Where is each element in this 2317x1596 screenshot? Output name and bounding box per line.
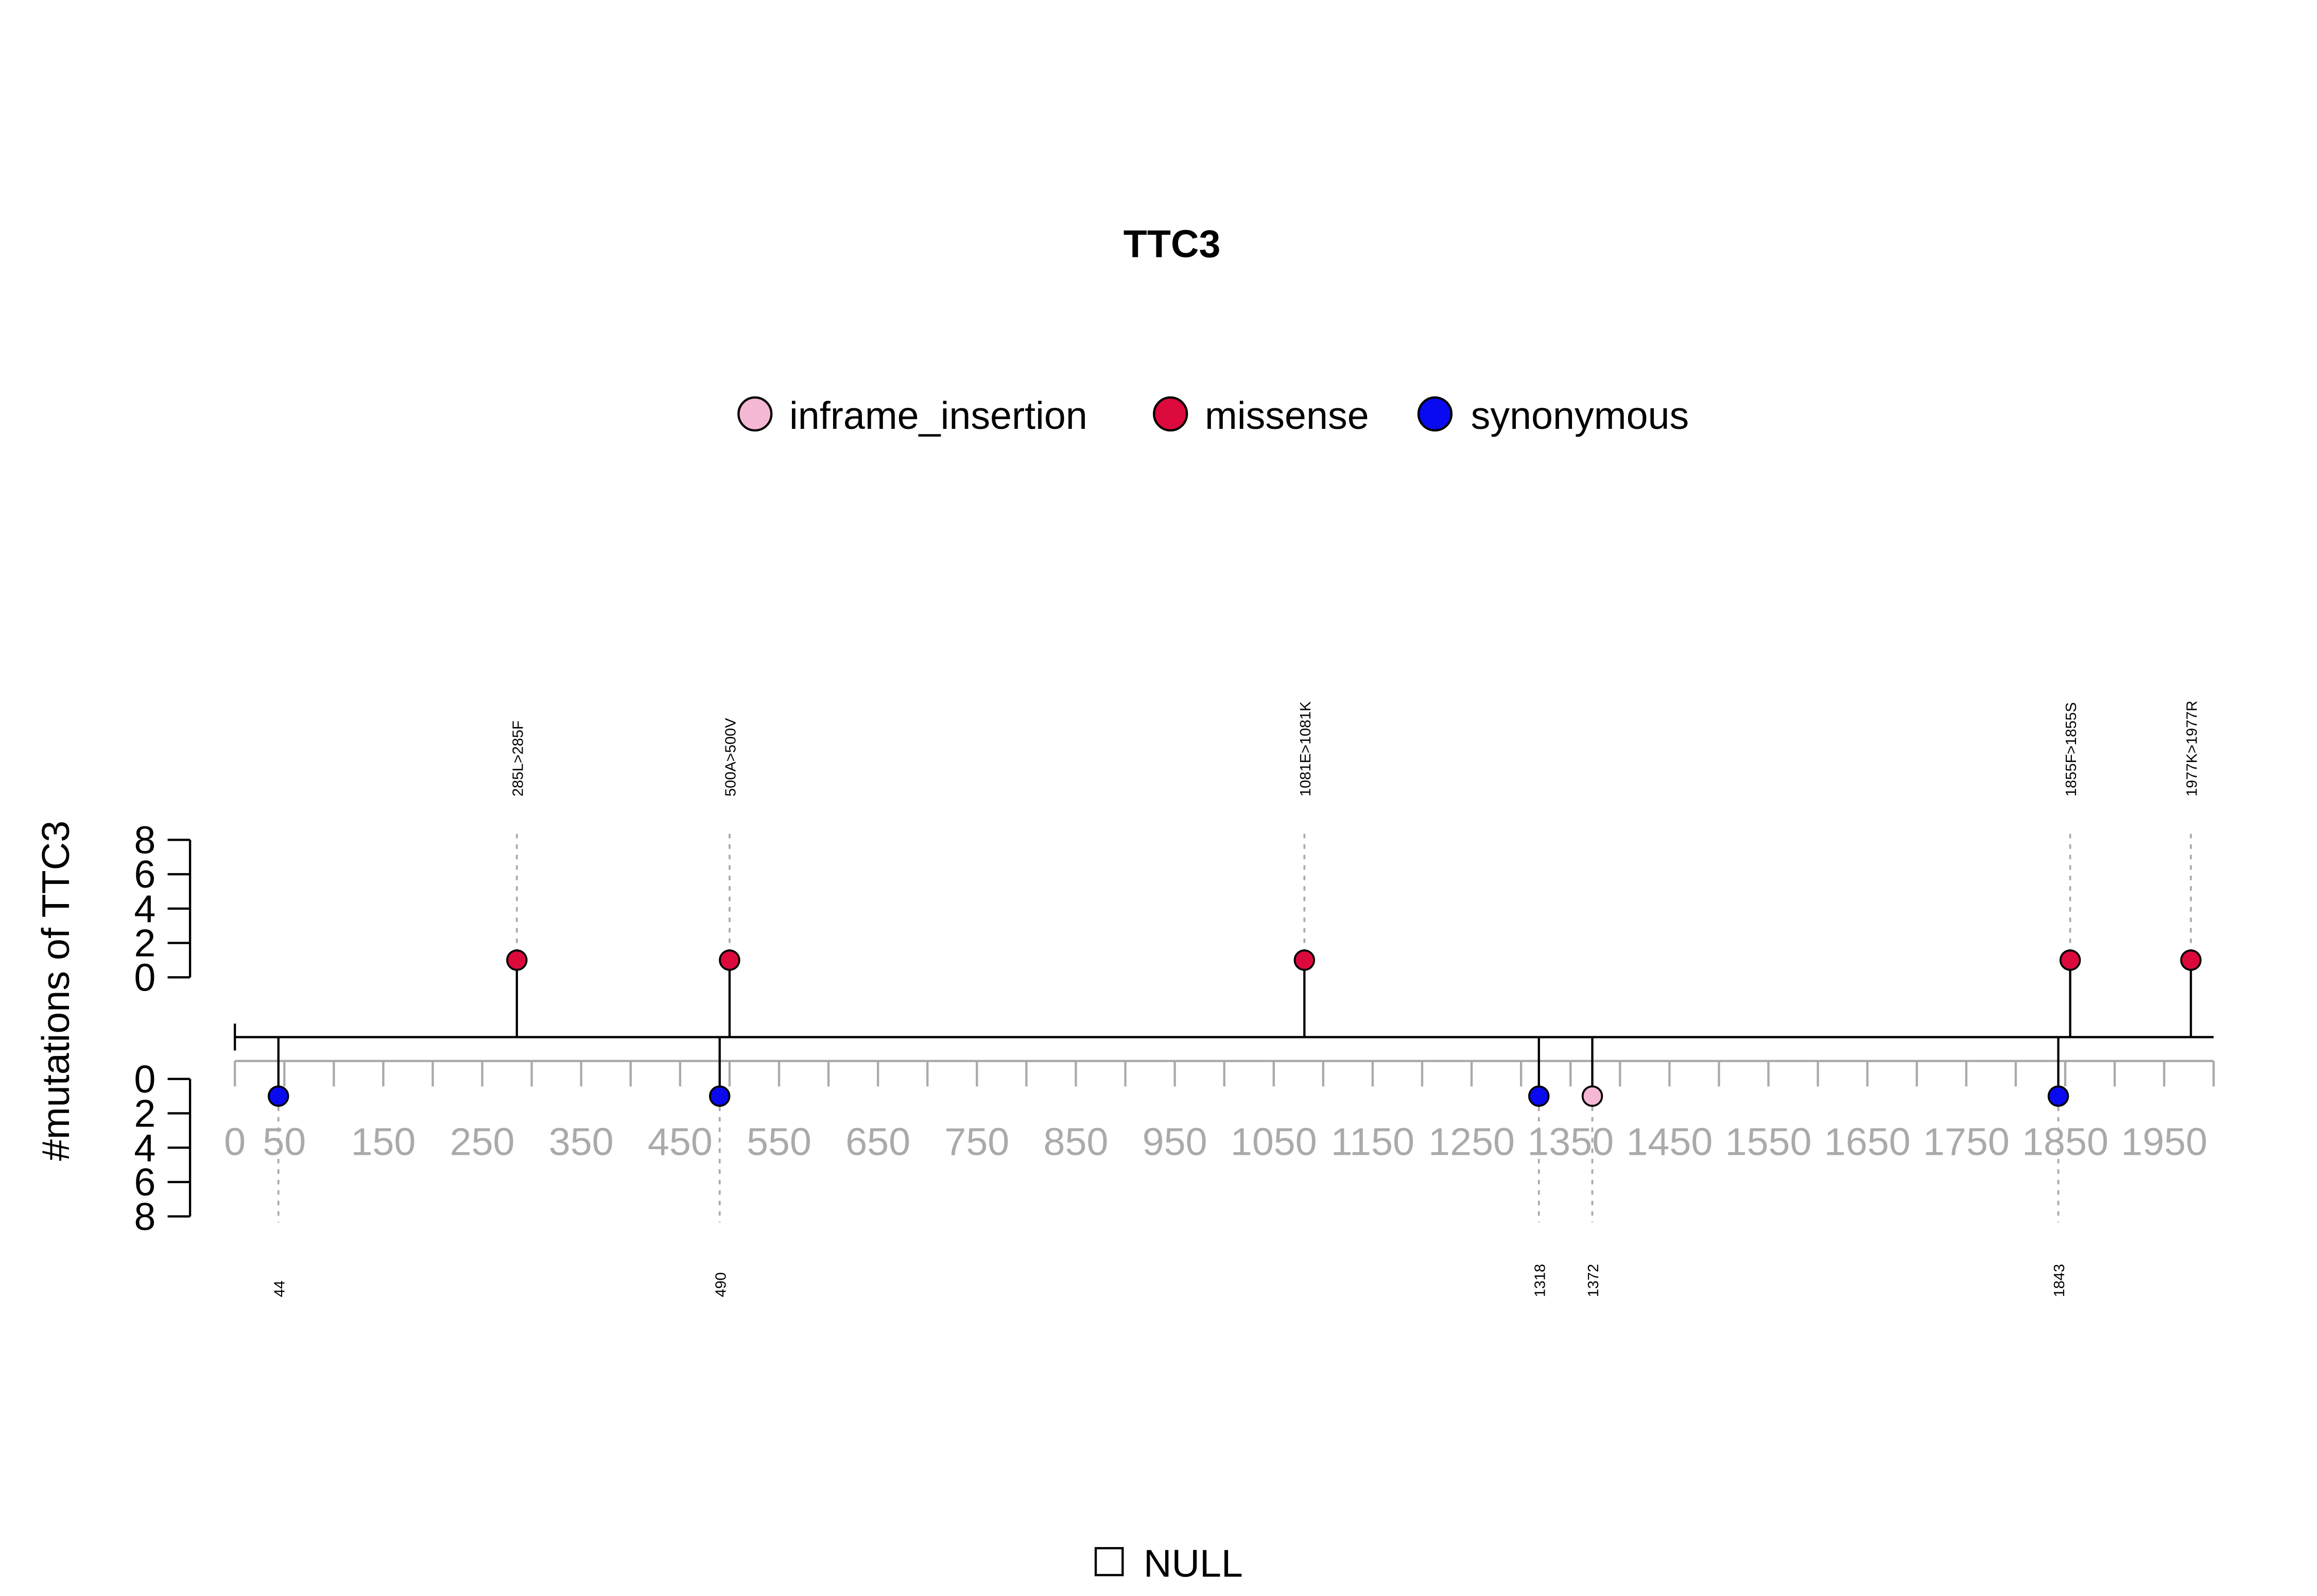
lower-y-tick-label: 6 [134, 1160, 155, 1204]
x-tick-label: 150 [351, 1120, 416, 1164]
lower-y-tick-label: 8 [134, 1195, 155, 1238]
upper-y-tick-label: 8 [134, 818, 155, 861]
upper-y-tick-label: 6 [134, 853, 155, 896]
x-tick-label: 1050 [1231, 1120, 1317, 1164]
y-axis-label: #mutations of TTC3 [34, 821, 77, 1161]
x-tick-label: 950 [1143, 1120, 1207, 1164]
x-tick-label: 750 [944, 1120, 1009, 1164]
upper-mutation-point [719, 949, 740, 971]
upper-mutation-label: 1081E>1081K [1298, 701, 1314, 796]
upper-mutation-label: 1855F>1855S [2063, 702, 2080, 796]
upper-lollipops: 285L>285F 500A>500V 1081E>1081K 1855F>1855S… [506, 701, 2202, 1037]
x-tick-label: 1250 [1428, 1120, 1515, 1164]
legend-label-synonymous: synonymous [1471, 394, 1689, 437]
x-axis: 0 50 150 250 350 450 550 650 750 850 950 1050 1150 12… [224, 1023, 2215, 1164]
upper-mutation-label: 285L>285F [510, 720, 526, 796]
x-tick-label: 850 [1044, 1120, 1109, 1164]
lower-y-tick-label: 2 [134, 1092, 155, 1135]
x-tick-label: 1750 [1923, 1120, 2010, 1164]
x-tick-label: 1350 [1527, 1120, 1614, 1164]
x-tick-label: 1450 [1626, 1120, 1713, 1164]
upper-mutation-point [506, 949, 528, 971]
x-tick-label: 250 [450, 1120, 515, 1164]
upper-mutation-label: 1977K>1977R [2184, 701, 2201, 796]
lower-mutation-point [708, 1085, 731, 1107]
legend-marker-missense [1153, 396, 1188, 432]
x-tick-label: 0 [224, 1120, 246, 1164]
upper-mutation-point [1293, 949, 1316, 971]
x-tick-label: 550 [747, 1120, 811, 1164]
lower-mutation-point [267, 1085, 289, 1107]
lower-mutation-label: 1372 [1585, 1264, 1602, 1297]
x-tick-label: 350 [549, 1120, 614, 1164]
x-tick-label: 1650 [1824, 1120, 1911, 1164]
x-tick-label: 650 [845, 1120, 910, 1164]
lower-mutation-point [1581, 1085, 1603, 1107]
lower-mutation-point [1528, 1085, 1550, 1107]
x-tick-label: 1850 [2022, 1120, 2108, 1164]
lower-lollipops: 44 490 1318 1372 1843 [267, 1037, 2069, 1297]
legend-label-inframe-insertion: inframe_insertion [789, 394, 1087, 437]
lower-y-tick-label: 4 [134, 1126, 155, 1169]
x-tick-label: 450 [648, 1120, 713, 1164]
lower-mutation-label: 1843 [2051, 1264, 2068, 1297]
x-tick-label: 1950 [2121, 1120, 2207, 1164]
upper-mutation-label: 500A>500V [723, 718, 739, 796]
domain-legend-label: NULL [1144, 1541, 1243, 1585]
upper-mutation-point [2059, 949, 2081, 971]
chart-title: TTC3 [1123, 222, 1221, 265]
legend-marker-inframe-insertion [737, 396, 773, 432]
x-tick-label: 50 [263, 1120, 306, 1164]
lower-y-tick-label: 0 [134, 1057, 155, 1101]
legend-label-missense: missense [1205, 394, 1369, 437]
upper-y-tick-label: 2 [134, 922, 155, 965]
legend: inframe_insertion missense synonymous [737, 394, 1689, 437]
upper-mutation-point [2180, 949, 2202, 971]
x-tick-label: 1550 [1725, 1120, 1812, 1164]
lower-mutation-point [2047, 1085, 2069, 1107]
upper-y-tick-label: 0 [134, 956, 155, 999]
upper-y-tick-label: 4 [134, 887, 155, 930]
domain-legend: NULL [1094, 1541, 1243, 1585]
legend-marker-synonymous [1417, 396, 1453, 432]
lower-mutation-label: 490 [713, 1272, 729, 1297]
domain-legend-swatch [1094, 1547, 1124, 1576]
x-tick-label: 1150 [1331, 1120, 1414, 1164]
lower-mutation-label: 44 [271, 1280, 288, 1297]
lower-mutation-label: 1318 [1532, 1264, 1548, 1297]
